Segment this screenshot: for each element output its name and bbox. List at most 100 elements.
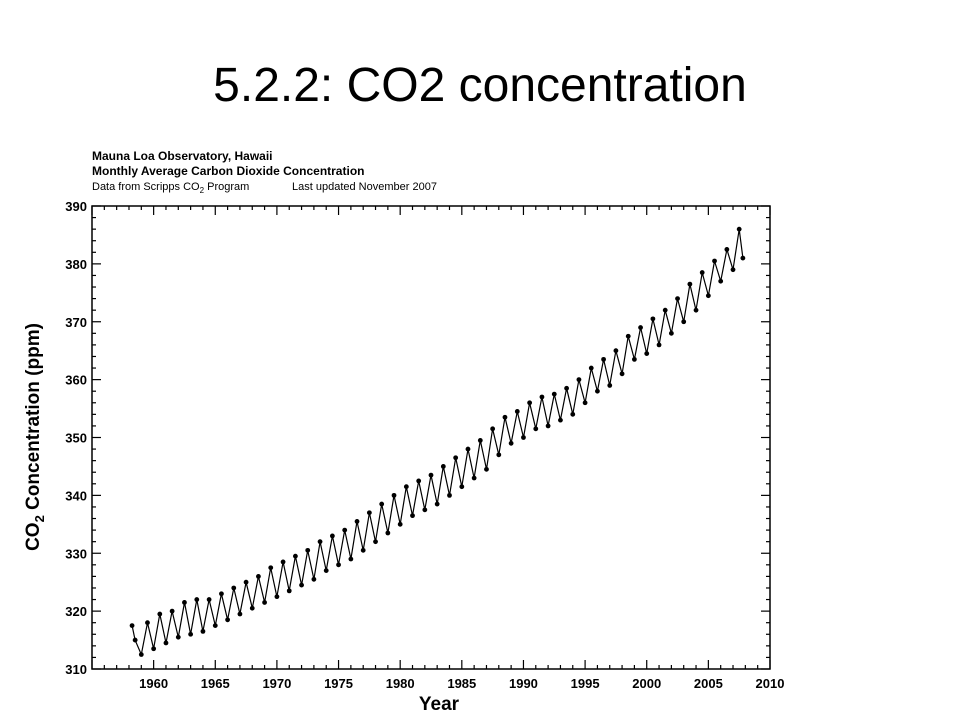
data-point bbox=[705, 293, 711, 299]
y-tick-label: 350 bbox=[65, 431, 87, 446]
data-point bbox=[490, 426, 496, 432]
data-point bbox=[132, 637, 138, 643]
data-point bbox=[403, 484, 409, 490]
data-point bbox=[718, 278, 724, 284]
data-point bbox=[256, 574, 261, 579]
data-point bbox=[625, 333, 631, 339]
data-point bbox=[595, 388, 600, 394]
data-point bbox=[249, 605, 255, 611]
data-point bbox=[730, 267, 736, 273]
slide-title: 5.2.2: CO2 concentration bbox=[213, 59, 747, 112]
x-tick-label: 2000 bbox=[632, 676, 661, 691]
y-tick-label: 360 bbox=[65, 373, 87, 388]
data-point bbox=[268, 565, 274, 571]
data-point bbox=[206, 597, 212, 602]
data-point bbox=[212, 623, 218, 628]
y-tick-label: 340 bbox=[65, 488, 87, 503]
x-tick-label: 1985 bbox=[447, 676, 476, 691]
data-point bbox=[539, 394, 545, 400]
data-point bbox=[521, 435, 526, 440]
data-point bbox=[551, 391, 557, 397]
data-point bbox=[693, 307, 699, 313]
data-point bbox=[225, 617, 231, 623]
data-point bbox=[243, 579, 249, 585]
data-point bbox=[280, 559, 286, 565]
data-point bbox=[619, 371, 625, 377]
data-point bbox=[416, 478, 422, 484]
data-point bbox=[354, 519, 360, 524]
data-point bbox=[740, 255, 746, 261]
data-point bbox=[348, 556, 354, 562]
series-line bbox=[131, 229, 744, 657]
data-point bbox=[632, 356, 637, 362]
data-point bbox=[262, 600, 267, 605]
data-point bbox=[305, 547, 311, 553]
data-point bbox=[607, 383, 613, 388]
y-tick-label: 320 bbox=[65, 604, 87, 619]
data-point bbox=[681, 319, 687, 325]
data-point bbox=[200, 628, 206, 634]
data-point bbox=[360, 547, 366, 553]
chart-header-line2: Monthly Average Carbon Dioxide Concentra… bbox=[92, 164, 364, 178]
data-point bbox=[157, 611, 163, 617]
x-tick-label: 1960 bbox=[139, 676, 168, 691]
data-point bbox=[712, 258, 717, 264]
data-point bbox=[687, 281, 693, 287]
data-point bbox=[650, 316, 656, 322]
y-tick-label: 330 bbox=[65, 546, 87, 561]
data-point bbox=[502, 414, 508, 420]
data-point bbox=[434, 501, 440, 507]
data-point bbox=[582, 400, 588, 406]
data-point bbox=[299, 582, 304, 588]
data-point bbox=[588, 365, 594, 371]
data-point bbox=[699, 270, 705, 275]
data-point bbox=[274, 594, 280, 600]
chart-header-line3: Data from Scripps CO2 Program bbox=[92, 181, 249, 195]
x-axis-label: Year bbox=[419, 694, 460, 715]
data-point bbox=[145, 620, 150, 626]
data-point bbox=[736, 226, 742, 232]
y-tick-label: 390 bbox=[65, 199, 87, 214]
data-point bbox=[428, 472, 434, 478]
data-point bbox=[373, 539, 378, 545]
x-tick-label: 1965 bbox=[201, 676, 230, 691]
data-point bbox=[188, 631, 194, 637]
data-point bbox=[440, 464, 446, 469]
x-tick-label: 2010 bbox=[756, 676, 785, 691]
data-point bbox=[219, 591, 224, 597]
data-point bbox=[471, 475, 477, 481]
data-series bbox=[129, 226, 746, 657]
data-point bbox=[570, 411, 576, 417]
data-point bbox=[237, 611, 243, 617]
data-point bbox=[336, 562, 341, 568]
plot-frame bbox=[91, 205, 771, 670]
data-point bbox=[613, 348, 619, 354]
data-point bbox=[644, 351, 650, 356]
data-point bbox=[656, 342, 662, 348]
data-point bbox=[675, 296, 680, 301]
data-point bbox=[163, 640, 169, 646]
x-tick-label: 1995 bbox=[571, 676, 600, 691]
x-tick-label: 2005 bbox=[694, 676, 723, 691]
data-point bbox=[724, 247, 730, 252]
co2-chart-figure: Mauna Loa Observatory, Hawaii Monthly Av… bbox=[0, 132, 960, 720]
y-axis-label: CO2 Concentration (ppm) bbox=[23, 323, 47, 551]
chart-header-updated: Last updated November 2007 bbox=[292, 181, 437, 193]
data-point bbox=[182, 600, 187, 605]
data-point bbox=[366, 510, 372, 516]
x-tick-label: 1990 bbox=[509, 676, 538, 691]
data-point bbox=[129, 623, 135, 628]
data-point bbox=[484, 466, 489, 472]
data-point bbox=[323, 568, 329, 574]
x-tick-label: 1980 bbox=[386, 676, 415, 691]
data-point bbox=[317, 539, 323, 545]
data-point bbox=[496, 452, 502, 458]
data-point bbox=[397, 521, 403, 527]
data-point bbox=[385, 530, 391, 536]
y-tick-label: 370 bbox=[65, 315, 87, 330]
x-tick-label: 1970 bbox=[262, 676, 291, 691]
chart-header-line1: Mauna Loa Observatory, Hawaii bbox=[92, 149, 273, 163]
data-point bbox=[311, 576, 317, 582]
data-point bbox=[564, 385, 569, 391]
data-point bbox=[391, 492, 397, 498]
